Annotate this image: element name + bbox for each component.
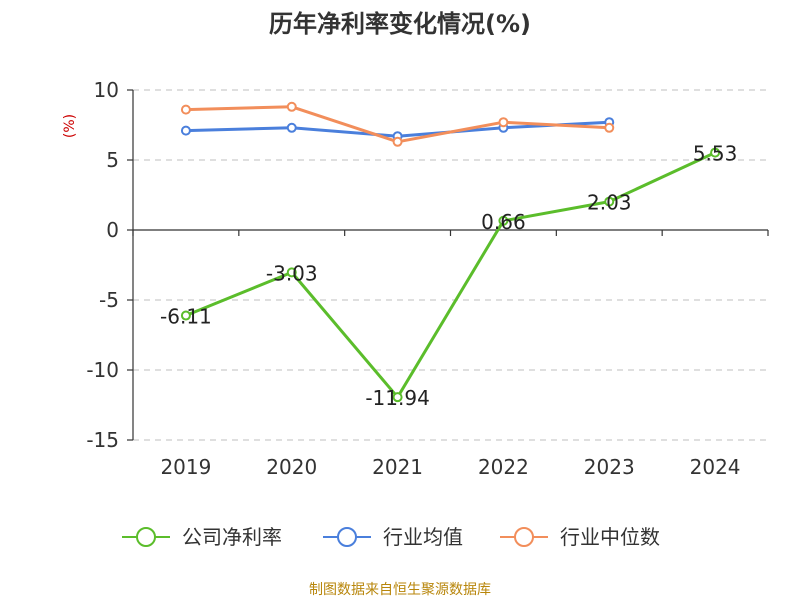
x-tick-label: 2024: [690, 455, 741, 479]
data-label: 2.03: [587, 191, 632, 215]
data-point: [180, 104, 191, 115]
data-point: [286, 101, 297, 112]
data-point: [286, 122, 297, 133]
legend-label: 行业均值: [383, 525, 463, 549]
series-line-0: [185, 151, 716, 399]
data-label-layer: -6.11 -3.03 -11.94 0.66 2.03 5.53: [160, 142, 737, 411]
data-point: [710, 147, 721, 158]
legend-marker: [514, 527, 534, 547]
x-tick-label: 2021: [372, 455, 423, 479]
data-label: 5.53: [693, 142, 738, 166]
data-point: [498, 215, 509, 226]
legend-label: 行业中位数: [560, 525, 660, 549]
y-tick-label: -15: [86, 428, 119, 452]
data-label: -3.03: [266, 261, 318, 285]
data-point: [286, 267, 297, 278]
y-tick-label: 5: [106, 148, 119, 172]
series-layer: [180, 101, 721, 403]
data-point: [604, 196, 615, 207]
y-axis-unit-label: (%): [62, 114, 78, 138]
y-tick-label: 0: [106, 218, 119, 242]
x-tick-label: 2020: [266, 455, 317, 479]
chart-title: 历年净利率变化情况(%): [269, 10, 531, 38]
legend-item: 行业均值: [323, 525, 463, 549]
data-point: [604, 122, 615, 133]
y-tick-label: -5: [99, 288, 119, 312]
y-tick-label: 10: [94, 78, 119, 102]
legend-marker: [136, 527, 156, 547]
legend-marker: [337, 527, 357, 547]
y-tick-label: -10: [86, 358, 119, 382]
data-label: 0.66: [481, 210, 526, 234]
data-label: -11.94: [365, 386, 429, 410]
data-point: [180, 310, 191, 321]
x-tick-label: 2023: [584, 455, 635, 479]
legend-item: 行业中位数: [500, 525, 660, 549]
source-note: 制图数据来自恒生聚源数据库: [309, 582, 491, 598]
grid-layer: [133, 89, 768, 441]
data-point: [498, 117, 509, 128]
legend-item: 公司净利率: [122, 525, 282, 549]
data-label: -6.11: [160, 305, 212, 329]
data-point: [180, 125, 191, 136]
x-tick-label: 2022: [478, 455, 529, 479]
x-tick-label: 2019: [160, 455, 211, 479]
legend-label: 公司净利率: [182, 525, 282, 549]
data-point: [392, 136, 403, 147]
data-point: [392, 392, 403, 403]
axis-layer: 10 5 0 -5 -10 -15 2019 2020 2021 2022 2023 2024: [86, 78, 769, 479]
legend: 公司净利率 行业均值 行业中位数: [122, 525, 660, 549]
